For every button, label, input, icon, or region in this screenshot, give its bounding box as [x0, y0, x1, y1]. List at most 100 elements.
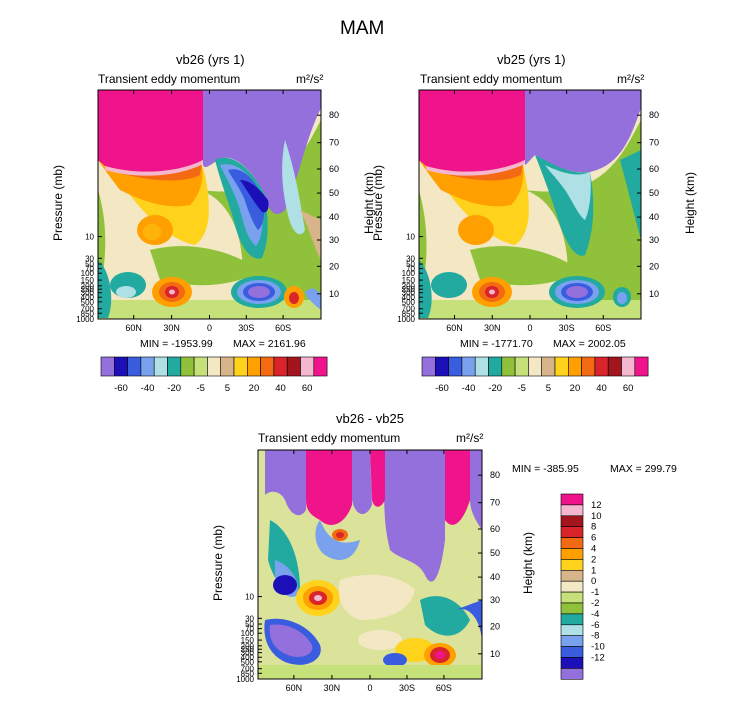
colorbar-swatch — [560, 613, 584, 626]
colorbar-label: 6 — [591, 533, 596, 544]
colorbar-label: 20 — [249, 383, 260, 394]
colorbar-swatch — [153, 356, 168, 377]
y-left-tick-label: 70 — [245, 625, 254, 634]
y-left-tick-label: 10 — [406, 233, 415, 242]
colorbar-label: 40 — [275, 383, 286, 394]
colorbar-swatch — [560, 548, 584, 560]
colorbar-swatch — [607, 356, 622, 377]
colorbar-swatch — [560, 602, 584, 615]
colorbar-swatch — [594, 356, 609, 377]
colorbar-swatch — [140, 356, 155, 377]
colorbar-swatch — [260, 356, 275, 377]
colorbar-swatch — [560, 624, 584, 636]
y-left-tick-label: 100 — [241, 629, 255, 638]
colorbar-swatch — [448, 356, 463, 377]
colorbar-label: 60 — [623, 383, 634, 394]
y-left-tick-label: 850 — [241, 669, 255, 678]
panel3-max: MAX = 299.79 — [610, 463, 677, 475]
panel1-subtitle: Transient eddy momentum — [98, 72, 241, 86]
panel1-title: vb26 (yrs 1) — [176, 52, 245, 67]
colorbar-swatch — [313, 356, 328, 377]
y-left-tick-label: 850 — [81, 309, 95, 318]
y-left-tick-label: 250 — [402, 285, 416, 294]
y-left-tick-label: 200 — [81, 282, 95, 291]
panel1-plot — [98, 90, 321, 319]
x-tick-label: 0 — [367, 683, 372, 693]
panel1-min: MIN = -1953.99 — [140, 338, 213, 350]
colorbar-label: 5 — [225, 383, 230, 394]
colorbar-swatch — [461, 356, 476, 377]
colorbar-label: -40 — [462, 383, 476, 394]
y-left-tick-label: 1000 — [397, 315, 415, 324]
panel2-min: MIN = -1771.70 — [460, 338, 533, 350]
colorbar-swatch — [127, 356, 142, 377]
panel3-subtitle: Transient eddy momentum — [258, 431, 401, 445]
y-right-tick-label: 30 — [649, 235, 659, 245]
y-right-tick-label: 80 — [329, 110, 339, 120]
colorbar-label: -60 — [435, 383, 449, 394]
colorbar-swatch — [560, 504, 584, 517]
y-left-tick-label: 300 — [402, 289, 416, 298]
y-right-tick-label: 10 — [649, 289, 659, 299]
y-right-tick-label: 10 — [490, 649, 500, 659]
y-left-tick-label: 200 — [402, 282, 416, 291]
colorbar-label: 12 — [591, 500, 602, 511]
x-tick-label: 60S — [595, 323, 611, 333]
panel2-subtitle: Transient eddy momentum — [420, 72, 563, 86]
y-right-tick-label: 70 — [649, 138, 659, 148]
x-tick-label: 60N — [286, 683, 303, 693]
x-tick-label: 30S — [399, 683, 415, 693]
x-tick-label: 30S — [238, 323, 254, 333]
panel1-units: m²/s² — [296, 72, 324, 86]
x-tick-label: 30N — [484, 323, 501, 333]
y-left-tick-label: 30 — [406, 254, 415, 263]
y-left-tick-label: 50 — [406, 260, 415, 269]
colorbar-swatch — [560, 657, 584, 669]
colorbar-label: -5 — [197, 383, 205, 394]
colorbar-label: -8 — [591, 631, 599, 642]
colorbar-swatch — [193, 356, 208, 377]
y-right-tick-label: 20 — [329, 261, 339, 271]
colorbar-swatch — [286, 356, 301, 377]
y-right-tick-label: 50 — [649, 188, 659, 198]
colorbar-label: -5 — [518, 383, 526, 394]
colorbar-label: 4 — [591, 544, 596, 555]
y-left-tick-label: 100 — [81, 269, 95, 278]
colorbar-swatch — [501, 356, 516, 377]
colorbar-label: 8 — [591, 522, 596, 533]
y-right-tick-label: 20 — [649, 261, 659, 271]
y-left-tick-label: 250 — [241, 645, 255, 654]
x-tick-label: 60N — [125, 323, 142, 333]
y-left-tick-label: 850 — [402, 309, 416, 318]
x-tick-label: 60S — [275, 323, 291, 333]
y-right-tick-label: 70 — [490, 498, 500, 508]
y-right-tick-label: 50 — [329, 188, 339, 198]
colorbar-swatch — [180, 356, 195, 377]
y-left-tick-label: 700 — [81, 305, 95, 314]
y-right-tick-label: 30 — [329, 235, 339, 245]
colorbar-swatch — [560, 635, 584, 647]
y-left-tick-label: 250 — [81, 285, 95, 294]
colorbar-swatch — [247, 356, 261, 377]
y-left-tick-label: 400 — [402, 293, 416, 302]
y-left-tick-label: 70 — [406, 265, 415, 274]
y-left-tick-label: 500 — [241, 658, 255, 667]
x-tick-label: 30N — [324, 683, 341, 693]
colorbar-swatch — [560, 515, 584, 527]
x-tick-label: 60S — [436, 683, 452, 693]
x-tick-label: 30N — [163, 323, 180, 333]
panel2-plot — [419, 90, 641, 319]
y-left-tick-label: 150 — [402, 276, 416, 285]
y-left-tick-label: 300 — [241, 649, 255, 658]
colorbar-label: -60 — [114, 383, 128, 394]
y-left-tick-label: 300 — [81, 289, 95, 298]
panel2-title: vb25 (yrs 1) — [497, 52, 566, 67]
x-tick-label: 0 — [207, 323, 212, 333]
panel3-min: MIN = -385.95 — [512, 463, 579, 475]
colorbar-swatch — [114, 356, 128, 377]
y-right-tick-label: 80 — [649, 110, 659, 120]
y-right-tick-label: 60 — [329, 164, 339, 174]
y-left-tick-label: 150 — [241, 636, 255, 645]
colorbar-swatch — [560, 580, 584, 593]
colorbar-swatch — [100, 356, 115, 377]
